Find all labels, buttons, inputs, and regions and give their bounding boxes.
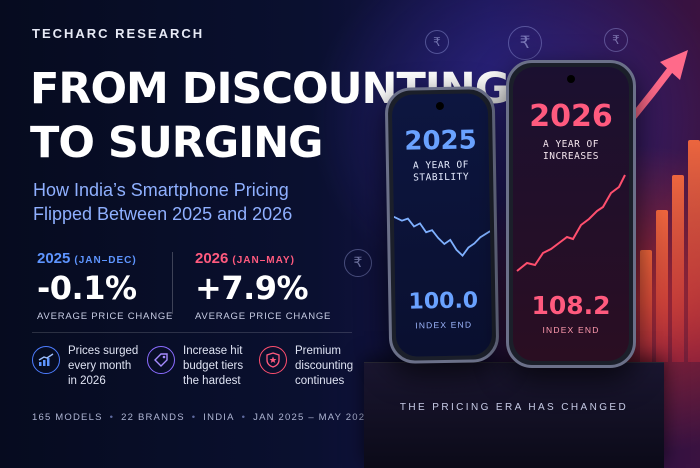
phone-year: 2025: [404, 125, 477, 157]
feature-text: Prices surged every month in 2026: [68, 344, 138, 389]
feature-budget-tiers: Increase hit budget tiers the hardest: [147, 344, 243, 389]
rupee-coin-icon: ₹: [425, 30, 449, 54]
footer-period: JAN 2025 – MAY 2026: [253, 412, 372, 423]
stat-caption: AVERAGE PRICE CHANGE: [37, 311, 174, 322]
phone-2026: 2026 A YEAR OF INCREASES 108.2 INDEX END: [506, 60, 636, 368]
phone-subtitle-line: INCREASES: [543, 151, 599, 162]
separator-dot: •: [191, 412, 197, 423]
subtitle: How India’s Smartphone Pricing Flipped B…: [33, 178, 292, 226]
feature-line: Premium: [295, 345, 342, 357]
phone-index-caption: INDEX END: [542, 325, 600, 335]
camera-notch: [567, 75, 575, 83]
stat-year: 2025 (JAN–DEC): [37, 250, 173, 267]
subtitle-line-2: Flipped Between 2025 and 2026: [33, 204, 293, 224]
feature-line: Increase hit: [183, 345, 243, 357]
section-divider: [32, 332, 352, 333]
feature-text: Premium discounting continues: [295, 344, 353, 389]
stat-divider: [172, 252, 173, 314]
separator-dot: •: [109, 412, 115, 423]
feature-line: discounting: [295, 360, 354, 372]
brand-label: TECHARC RESEARCH: [32, 26, 205, 41]
phone-subtitle: A YEAR OF STABILITY: [393, 159, 489, 185]
phone-2025: 2025 A YEAR OF STABILITY 100.0 INDEX END: [384, 86, 500, 364]
stat-2025: 2025 (JAN–DEC) -0.1% AVERAGE PRICE CHANGE: [37, 250, 173, 322]
phone-subtitle: A YEAR OF INCREASES: [513, 139, 629, 163]
feature-line: continues: [295, 375, 345, 387]
feature-line: every month: [68, 360, 132, 372]
decor-bar: [640, 250, 652, 362]
stat-value: -0.1%: [37, 269, 137, 307]
footer-models: 165 MODELS: [32, 412, 103, 423]
phone-screen: 2025 A YEAR OF STABILITY 100.0 INDEX END: [391, 93, 493, 357]
feature-prices-surged: Prices surged every month in 2026: [32, 344, 138, 389]
rupee-coin-icon: ₹: [344, 249, 372, 277]
stat-caption: AVERAGE PRICE CHANGE: [195, 311, 332, 322]
camera-notch: [435, 101, 444, 111]
decor-bar: [672, 175, 684, 362]
stat-period: (JAN–DEC): [74, 255, 137, 266]
phone-subtitle-line: STABILITY: [413, 171, 470, 184]
pedestal-tagline: THE PRICING ERA HAS CHANGED: [399, 402, 629, 413]
feature-text: Increase hit budget tiers the hardest: [183, 344, 243, 389]
star-badge-icon: [259, 346, 287, 374]
footer-brands: 22 BRANDS: [121, 412, 185, 423]
phone-index-caption: INDEX END: [415, 319, 473, 331]
feature-line: the hardest: [183, 375, 241, 387]
phone-screen: 2026 A YEAR OF INCREASES 108.2 INDEX END: [513, 67, 629, 361]
separator-dot: •: [241, 412, 247, 423]
subtitle-line-1: How India’s Smartphone Pricing: [33, 180, 289, 200]
rupee-coin-icon: ₹: [604, 28, 628, 52]
rising-chart-icon: [32, 346, 60, 374]
stat-period: (JAN–MAY): [232, 255, 295, 266]
stable-trend-line: [393, 216, 491, 258]
decor-bar: [656, 210, 668, 362]
feature-line: in 2026: [68, 375, 106, 387]
stat-value: +7.9%: [195, 269, 309, 307]
phone-index-value: 108.2: [531, 291, 611, 320]
feature-line: Prices surged: [68, 345, 139, 357]
rising-trend-line: [516, 174, 626, 272]
phone-year: 2026: [529, 99, 613, 134]
phone-subtitle-line: A YEAR OF: [543, 139, 599, 150]
feature-line: budget tiers: [183, 360, 244, 372]
footer-meta: 165 MODELS • 22 BRANDS • INDIA • JAN 2025 – MA…: [32, 412, 372, 423]
price-tag-icon: [147, 346, 175, 374]
footer-region: INDIA: [203, 412, 235, 423]
title-line-2: TO SURGING: [30, 118, 323, 168]
rupee-coin-icon: ₹: [508, 26, 542, 60]
stat-year: 2026 (JAN–MAY): [195, 250, 331, 267]
feature-premium: Premium discounting continues: [259, 344, 353, 389]
pedestal: [364, 362, 664, 468]
decor-bar: [688, 140, 700, 362]
stat-year-value: 2026: [195, 250, 229, 267]
phone-index-value: 100.0: [408, 288, 479, 315]
stat-year-value: 2025: [37, 250, 71, 267]
stat-2026: 2026 (JAN–MAY) +7.9% AVERAGE PRICE CHANGE: [195, 250, 331, 322]
